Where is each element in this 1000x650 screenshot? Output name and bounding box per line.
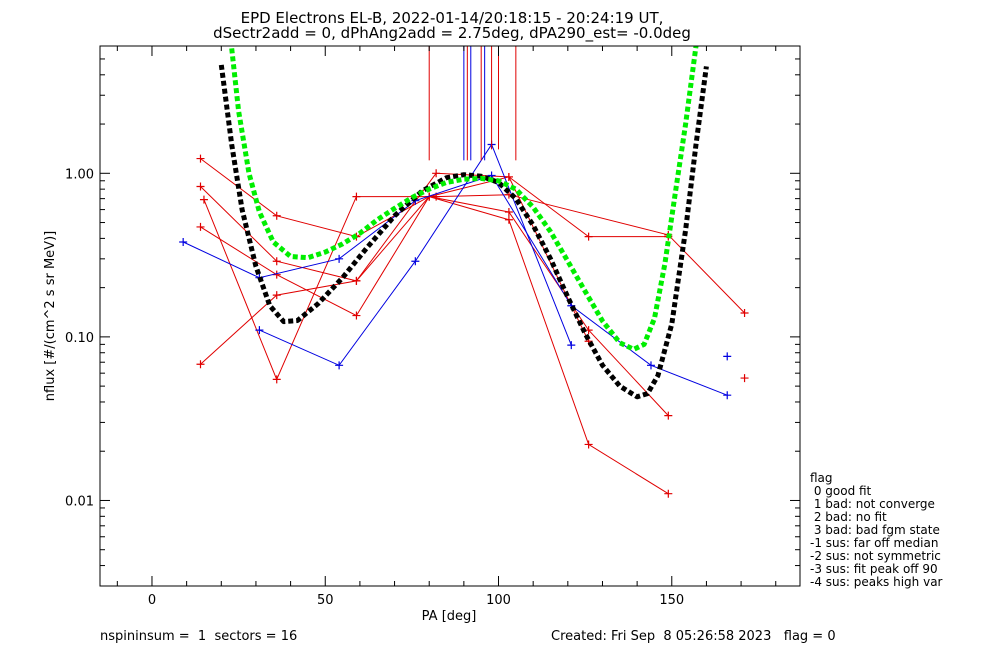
legend-item: 0 good fit xyxy=(810,484,872,498)
red-data-point xyxy=(272,211,281,220)
legend-item: 3 bad: bad fgm state xyxy=(810,523,940,537)
footer-sector-info: nspininsum = 1 sectors = 16 xyxy=(100,629,297,644)
blue-data-point xyxy=(411,257,420,266)
x-tick-label: 50 xyxy=(317,593,334,608)
black-fit-curve xyxy=(218,64,709,400)
y-tick-label: 1.00 xyxy=(65,167,94,182)
x-tick-label: 0 xyxy=(148,593,156,608)
red-data-point xyxy=(199,195,208,204)
blue-data-point xyxy=(567,341,576,350)
red-data-point xyxy=(272,291,281,300)
legend-item: -1 sus: far off median xyxy=(810,536,938,550)
legend-item: 2 bad: no fit xyxy=(810,510,887,524)
y-tick-label: 0.10 xyxy=(65,331,94,346)
blue-data-point xyxy=(646,361,655,370)
x-axis-title: PA [deg] xyxy=(422,609,477,624)
red-series-line xyxy=(200,196,669,495)
red-data-point xyxy=(352,276,361,285)
x-tick-label: 150 xyxy=(659,593,684,608)
red-data-point xyxy=(584,440,593,449)
red-data-point xyxy=(740,308,749,317)
blue-data-point xyxy=(723,352,732,361)
blue-data-point xyxy=(255,326,264,335)
legend-item: -2 sus: not symmetric xyxy=(810,549,941,563)
footer-created-info: Created: Fri Sep 8 05:26:58 2023 flag = … xyxy=(551,629,836,644)
legend-title: flag xyxy=(810,471,833,485)
red-data-point xyxy=(352,192,361,201)
data-layer xyxy=(179,45,749,498)
plot-frame xyxy=(99,45,801,587)
red-data-point xyxy=(504,207,513,216)
red-data-point xyxy=(352,311,361,320)
red-data-point xyxy=(664,489,673,498)
red-data-point xyxy=(272,257,281,266)
red-data-point xyxy=(196,360,205,369)
chart-title-line2: dSectr2add = 0, dPhAng2add = 2.75deg, dP… xyxy=(213,24,691,43)
chart-title-line1: EPD Electrons EL-B, 2022-01-14/20:18:15 … xyxy=(241,9,664,27)
y-axis-title: nflux [#/(cm^2 s sr MeV)] xyxy=(43,231,58,401)
red-data-point xyxy=(432,169,441,178)
green-fit-curve xyxy=(229,45,699,352)
legend-item: -4 sus: peaks high var xyxy=(810,575,943,589)
red-data-point xyxy=(504,215,513,224)
legend-item: 1 bad: not converge xyxy=(810,497,935,511)
red-data-point xyxy=(196,154,205,163)
blue-series-line xyxy=(182,174,728,396)
blue-series-line xyxy=(259,143,572,366)
x-tick-label: 100 xyxy=(486,593,511,608)
red-data-point xyxy=(272,375,281,384)
red-data-point xyxy=(740,374,749,383)
axis-ticks: 0 50 100 150 0.01 0.10 1.00 xyxy=(65,45,800,608)
red-series-line xyxy=(200,172,590,365)
red-data-point xyxy=(504,172,513,181)
red-data-point xyxy=(664,411,673,420)
blue-data-point xyxy=(179,238,188,247)
red-data-point xyxy=(584,232,593,241)
red-data-point xyxy=(196,182,205,191)
blue-data-point xyxy=(335,361,344,370)
flag-legend: flag 0 good fit 1 bad: not converge 2 ba… xyxy=(810,471,943,589)
y-tick-label: 0.01 xyxy=(65,494,94,509)
blue-data-point xyxy=(723,391,732,400)
blue-data-point xyxy=(335,254,344,263)
red-data-point xyxy=(196,222,205,231)
legend-item: -3 sus: fit peak off 90 xyxy=(810,562,938,576)
